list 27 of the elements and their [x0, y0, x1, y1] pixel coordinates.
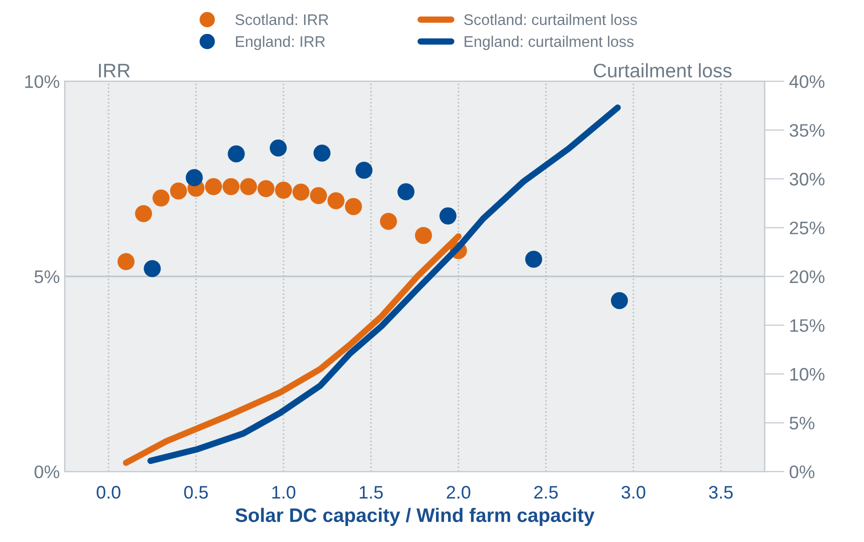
y2-tick-label: 5% [790, 416, 814, 430]
y2-tick-label: 0% [790, 465, 814, 478]
y2-tick-label: 35% [790, 124, 824, 137]
y2-tick-label: 20% [790, 270, 824, 284]
y2-tick-label: 40% [789, 75, 824, 88]
x-axis-title: Solar DC capacity / Wind farm capacity [235, 508, 594, 526]
legend-label: England: IRR [236, 36, 325, 50]
x-tick-label: 0.5 [184, 486, 208, 499]
x-tick-label: 2.0 [446, 486, 470, 499]
y-axis-title: IRR [99, 64, 130, 78]
y-tick-label: 10% [25, 75, 60, 88]
y2-tick-label: 10% [790, 368, 824, 381]
x-tick-label: 3.5 [709, 486, 733, 499]
y-tick-label: 0% [34, 465, 60, 478]
legend-label: Scotland: curtailment loss [464, 14, 637, 26]
x-tick-label: 3.0 [622, 486, 646, 499]
y-tick-label: 5% [34, 270, 60, 284]
x-tick-label: 0.0 [96, 486, 120, 499]
x-tick-label: 1.0 [272, 486, 296, 499]
x-tick-label: 2.5 [534, 486, 558, 499]
y2-tick-label: 15% [790, 319, 824, 332]
y2-axis-title: Curtailment loss [594, 63, 732, 78]
y2-tick-label: 25% [790, 222, 824, 234]
legend-label: Scotland: IRR [235, 14, 328, 26]
y2-tick-label: 30% [790, 172, 824, 186]
legend-label: England: curtailment loss [464, 36, 634, 50]
x-tick-label: 1.5 [360, 486, 383, 499]
